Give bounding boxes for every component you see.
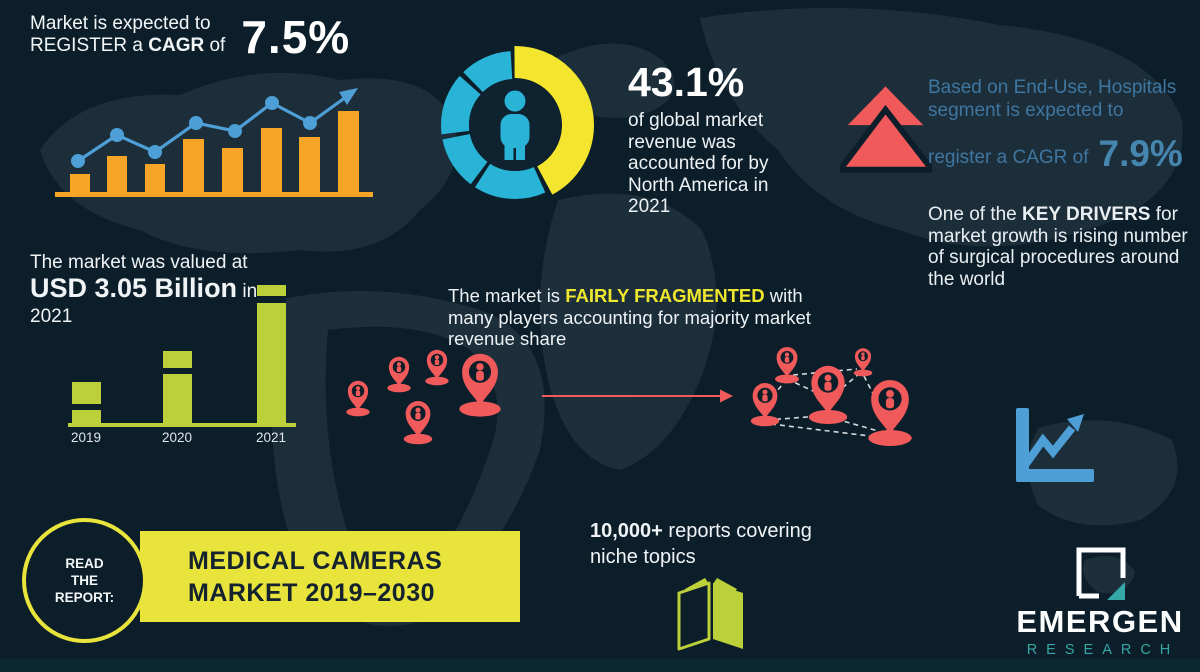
valuation-line3: 2021 xyxy=(30,306,73,327)
brand-subtitle: RESEARCH xyxy=(1026,642,1180,658)
key-drivers-block: One of the KEY DRIVERS for market growth… xyxy=(928,204,1188,290)
year-label-2021: 2021 xyxy=(255,430,287,445)
trend-line xyxy=(71,88,358,168)
cagr-line1: Market is expected to xyxy=(30,13,211,34)
cluster-arrow xyxy=(542,389,733,403)
valuation-chart-year-labels: 2019 2020 2021 xyxy=(60,430,310,448)
valuation-block: The market was valued at USD 3.05 Billio… xyxy=(30,251,290,328)
read-report-circle: READ THE REPORT: xyxy=(22,518,147,643)
year-label-2020: 2020 xyxy=(161,430,193,445)
pin-cluster-right xyxy=(750,347,912,446)
donut-segments-rest-of-world xyxy=(441,51,589,199)
report-title: MEDICAL CAMERAS MARKET 2019–2030 xyxy=(188,546,443,607)
hospitals-cagr-value: 7.9% xyxy=(1098,133,1183,174)
report-banner: MEDICAL CAMERAS MARKET 2019–2030 xyxy=(140,531,520,622)
north-america-donut-chart xyxy=(436,46,594,204)
brand-logo: EMERGEN RESEARCH xyxy=(1005,544,1195,658)
growth-chart-icon xyxy=(1016,408,1094,482)
valuation-bar-chart xyxy=(68,285,296,427)
cagr-stat-block: Market is expected to REGISTER a CAGR of… xyxy=(30,13,350,61)
pin-cluster-left xyxy=(346,349,501,445)
fragmented-block: The market is FAIRLY FRAGMENTED with man… xyxy=(448,285,811,349)
open-book-icon xyxy=(677,578,743,651)
bottom-strip xyxy=(0,659,1200,672)
market-players-pins-illustration xyxy=(346,347,912,446)
hospitals-line2: register a CAGR of xyxy=(928,147,1089,168)
double-up-arrow-icon xyxy=(840,86,932,173)
cagr-stat-text: Market is expected to REGISTER a CAGR of xyxy=(30,13,225,57)
brand-name: EMERGEN xyxy=(1016,604,1184,639)
north-america-stat-block: 43.1% of global market revenue was accou… xyxy=(628,60,793,218)
trend-bar-chart xyxy=(55,88,373,197)
valuation-line2: USD 3.05 Billion in xyxy=(30,273,258,303)
trend-bars xyxy=(55,111,373,197)
map-south-america-silhouette xyxy=(325,326,498,594)
north-america-value: 43.1% xyxy=(628,59,745,105)
person-icon xyxy=(500,90,530,160)
donut-segment-north-america xyxy=(436,46,594,204)
cagr-line2: REGISTER a CAGR of xyxy=(30,35,226,56)
hospitals-line1: Based on End-Use, Hospitals segment is e… xyxy=(928,77,1177,121)
trend-arrowhead-icon xyxy=(339,88,358,105)
hospitals-stat-block: Based on End-Use, Hospitals segment is e… xyxy=(928,76,1194,174)
reports-stat-block: 10,000+ reports covering niche topics xyxy=(590,520,812,568)
north-america-description: of global market revenue was accounted f… xyxy=(628,110,769,217)
valuation-line1: The market was valued at xyxy=(30,252,248,273)
emergen-logo-icon xyxy=(1076,547,1126,600)
cagr-value: 7.5% xyxy=(241,11,351,63)
year-label-2019: 2019 xyxy=(70,430,102,445)
cluster-arrowhead-icon xyxy=(720,389,733,403)
